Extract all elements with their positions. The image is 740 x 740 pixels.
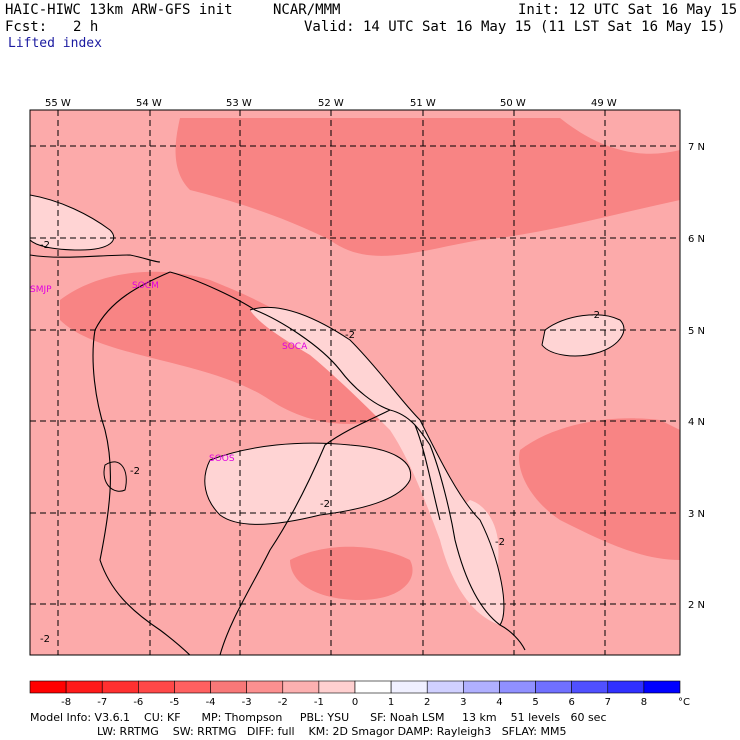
- colorbar-swatch: [282, 680, 320, 694]
- colorbar-tick-label: -4: [206, 697, 216, 708]
- field-band-north: [175, 118, 680, 256]
- border-east: [219, 409, 391, 655]
- colorbar-tick-label: -7: [97, 697, 107, 708]
- lon-label: 54 W: [136, 98, 162, 109]
- colorbar-swatch: [174, 680, 211, 694]
- colorbar-swatch: [138, 680, 175, 694]
- contour-label: -2: [320, 499, 330, 510]
- field-band-south: [290, 546, 413, 600]
- colorbar-tick-label: -8: [61, 697, 71, 708]
- lon-label: 51 W: [410, 98, 436, 109]
- colorbar-tick-label: -6: [133, 697, 143, 708]
- footer-physics-info: LW: RRTMG SW: RRTMG DIFF: full KM: 2D Sm…: [97, 725, 567, 738]
- lon-label: 55 W: [45, 98, 71, 109]
- contour-label: -2: [345, 330, 355, 341]
- colorbar-tick-label: 3: [460, 697, 466, 708]
- lat-label: 2 N: [688, 600, 705, 611]
- lat-label: 4 N: [688, 417, 705, 428]
- contour-label: -2: [40, 634, 50, 645]
- colorbar-swatch: [210, 680, 247, 694]
- contour-coast: [249, 306, 505, 626]
- lon-label: 49 W: [591, 98, 617, 109]
- colorbar-tick-label: -2: [278, 697, 288, 708]
- lat-label: 3 N: [688, 509, 705, 520]
- border-west: [92, 271, 191, 655]
- colorbar-tick-label: 0: [352, 697, 358, 708]
- colorbar-swatch: [65, 680, 103, 694]
- border-southeast: [414, 424, 441, 521]
- colorbar-unit: °C: [678, 697, 690, 708]
- lon-label: 53 W: [226, 98, 252, 109]
- field-name: Lifted index: [8, 36, 102, 51]
- valid-time: Valid: 14 UTC Sat 16 May 15 (11 LST Sat …: [304, 19, 726, 35]
- station-socm: SOCM: [132, 281, 159, 291]
- contour-label: -2: [590, 310, 600, 321]
- colorbar-tick-label: -3: [242, 697, 252, 708]
- lat-label: 7 N: [688, 142, 705, 153]
- contour-label: -2: [130, 466, 140, 477]
- contour-label: -2: [40, 240, 50, 251]
- colorbar-tick-label: -5: [169, 697, 179, 708]
- lon-label: 50 W: [500, 98, 526, 109]
- colorbar-tick-label: 5: [532, 697, 538, 708]
- contour-west: [103, 461, 127, 492]
- colorbar-swatch: [101, 680, 139, 694]
- center-label: NCAR/MMM: [273, 2, 341, 18]
- colorbar-swatch: [571, 680, 609, 694]
- colorbar-swatch: [499, 680, 536, 694]
- colorbar-tick-label: 8: [641, 697, 647, 708]
- colorbar-swatch: [607, 680, 645, 694]
- colorbar-swatch: [643, 680, 681, 694]
- colorbar-swatch: [390, 680, 428, 694]
- colorbar-tick-label: 2: [424, 697, 430, 708]
- contour-east: [541, 314, 625, 357]
- station-soos: SOOS: [209, 454, 235, 464]
- colorbar-tick-label: 1: [388, 697, 394, 708]
- colorbar-swatch: [354, 680, 392, 694]
- forecast-hours: 2 h: [73, 19, 99, 35]
- station-smjp: SMJP: [30, 285, 52, 295]
- init-time: Init: 12 UTC Sat 16 May 15: [518, 2, 738, 18]
- coastline: [169, 271, 526, 651]
- colorbar-swatch: [463, 680, 500, 694]
- lon-label: 52 W: [318, 98, 344, 109]
- lat-label: 5 N: [688, 326, 705, 337]
- contour-interior: [204, 442, 412, 525]
- colorbar-swatch: [246, 680, 284, 694]
- model-title: HAIC-HIWC 13km ARW-GFS init: [5, 2, 233, 18]
- colorbar-tick-label: 6: [568, 697, 574, 708]
- colorbar-swatch: [29, 680, 67, 694]
- contour-label: -2: [495, 537, 505, 548]
- colorbar-tick-label: 4: [496, 697, 502, 708]
- field-light-northwest: [30, 195, 114, 250]
- map-frame: [29, 109, 681, 656]
- field-band-southeast: [519, 418, 680, 560]
- field-band-center: [60, 271, 380, 424]
- station-soca: SOCA: [282, 342, 308, 352]
- lat-label: 6 N: [688, 234, 705, 245]
- colorbar-swatch: [426, 680, 464, 694]
- colorbar-swatch: [535, 680, 572, 694]
- colorbar-tick-label: 7: [605, 697, 611, 708]
- footer-model-info: Model Info: V3.6.1 CU: KF MP: Thompson P…: [30, 711, 607, 724]
- contour-northwest: [30, 194, 115, 251]
- field-light-east: [542, 314, 624, 356]
- colorbar-tick-label: -1: [314, 697, 324, 708]
- forecast-label: Fcst:: [5, 19, 48, 35]
- river-mouth: [30, 254, 161, 263]
- colorbar-swatch: [318, 680, 356, 694]
